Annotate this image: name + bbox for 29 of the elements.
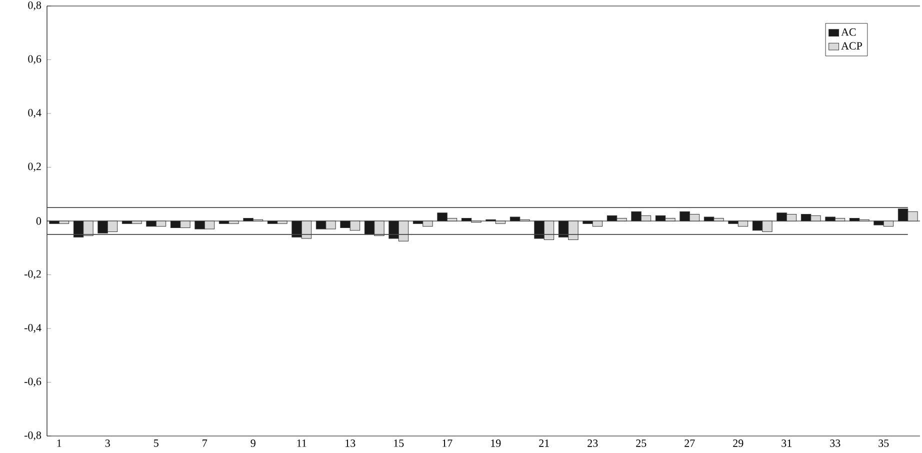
legend-label: AC — [841, 28, 856, 36]
y-tick-label: 0,2 — [28, 162, 41, 172]
y-tick-label: 0,4 — [28, 108, 42, 118]
x-tick-label: 33 — [830, 440, 840, 447]
x-tick-label: 15 — [394, 440, 404, 447]
x-tick-label: 19 — [491, 440, 501, 447]
y-tick-label: 0,6 — [28, 55, 42, 64]
x-tick-label: 7 — [202, 440, 208, 447]
x-tick-label: 13 — [346, 440, 356, 447]
x-tick-label: 25 — [636, 440, 646, 447]
x-tick-label: 17 — [442, 440, 452, 447]
x-tick-label: 31 — [782, 440, 792, 447]
legend-label: ACP — [841, 42, 862, 50]
y-tick-label: -0,8 — [24, 432, 42, 441]
y-tick-label: -0,2 — [24, 270, 41, 280]
y-tick-label: 0 — [36, 217, 42, 225]
x-tick-label: 11 — [297, 440, 306, 447]
x-tick-label: 35 — [878, 440, 889, 447]
x-tick-label: 23 — [588, 440, 598, 447]
x-tick-label: 5 — [154, 440, 158, 447]
x-tick-label: 27 — [684, 440, 695, 447]
x-tick-label: 9 — [250, 440, 256, 447]
x-tick-label: 3 — [105, 440, 110, 447]
x-tick-label: 1 — [57, 440, 62, 447]
x-tick-label: 29 — [733, 440, 744, 447]
y-tick-label: -0,6 — [24, 378, 42, 387]
y-tick-label: -0,4 — [24, 324, 42, 334]
x-tick-label: 21 — [539, 440, 549, 447]
y-tick-label: 0,8 — [28, 1, 42, 10]
